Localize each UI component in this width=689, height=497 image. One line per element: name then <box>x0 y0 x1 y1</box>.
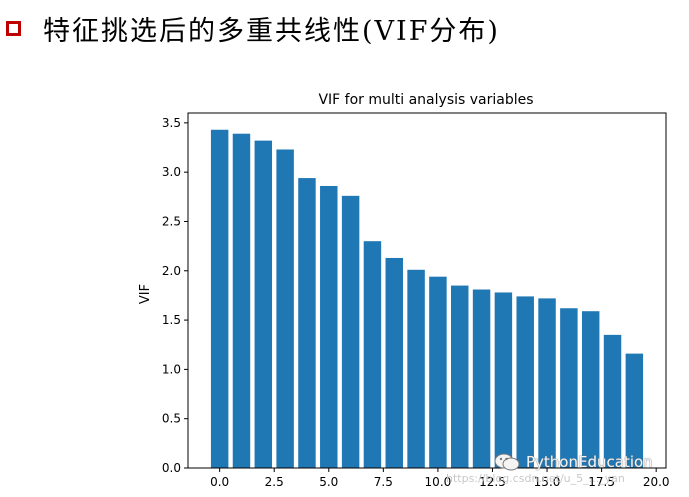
x-tick-label: 7.5 <box>374 475 393 489</box>
watermark-url: https://blog.csdn.net/u_5_..._yan <box>446 472 625 485</box>
y-tick-label: 2.5 <box>162 214 181 228</box>
x-tick-label: 15.0 <box>534 475 561 489</box>
bar-16 <box>560 308 578 468</box>
x-tick-label: 5.0 <box>319 475 338 489</box>
bar-18 <box>603 334 622 468</box>
wechat-icon <box>494 453 520 471</box>
y-tick-label: 0.0 <box>162 461 181 475</box>
plot-frame <box>187 112 667 469</box>
bar-19 <box>625 353 644 468</box>
y-tick-label: 3.0 <box>162 165 181 179</box>
y-tick-label: 1.0 <box>162 362 181 376</box>
bar-8 <box>385 257 403 468</box>
y-ticks-group: 0.0 0.5 1.0 1.5 2.0 2.5 3.0 3.5 <box>162 116 188 475</box>
bar-11 <box>451 285 469 468</box>
x-tick-label: 12.5 <box>479 475 506 489</box>
x-tick-label: 17.5 <box>588 475 615 489</box>
chart-title: VIF for multi analysis variables <box>318 92 533 108</box>
x-tick-label: 2.5 <box>265 475 284 489</box>
bar-12 <box>472 289 491 468</box>
x-tick-label: 20.0 <box>643 475 670 489</box>
slide-title: 特征挑选后的多重共线性(VIF分布) <box>43 15 500 47</box>
bar-0 <box>210 129 229 468</box>
x-tick-label: 0.0 <box>210 475 229 489</box>
bar-7 <box>363 241 382 468</box>
bar-17 <box>581 311 600 468</box>
y-tick-label: 0.5 <box>162 412 181 426</box>
bars-group <box>210 129 644 469</box>
y-tick-label: 3.5 <box>162 116 181 130</box>
bar-6 <box>341 195 360 469</box>
bar-13 <box>494 292 513 468</box>
y-tick-label: 2.0 <box>162 264 181 278</box>
bar-14 <box>516 296 534 468</box>
bar-15 <box>538 298 556 468</box>
bar-9 <box>407 269 425 468</box>
watermark-text: PythonEducation <box>526 453 653 471</box>
x-ticks-group: 0.0 2.5 5.0 7.5 10.0 12.5 15.0 17.5 20.0 <box>210 468 670 489</box>
bar-2 <box>254 140 273 468</box>
y-tick-label: 1.5 <box>162 313 181 327</box>
watermark: PythonEducation <box>494 452 653 472</box>
bar-4 <box>298 178 316 469</box>
bar-10 <box>429 276 447 468</box>
bar-3 <box>276 149 294 468</box>
y-axis-label: VIF <box>138 284 153 304</box>
slide-header: 特征挑选后的多重共线性(VIF分布) <box>6 8 500 48</box>
x-tick-label: 10.0 <box>425 475 452 489</box>
bullet-square-icon <box>6 20 21 36</box>
bar-5 <box>320 185 338 468</box>
bar-1 <box>232 133 251 469</box>
